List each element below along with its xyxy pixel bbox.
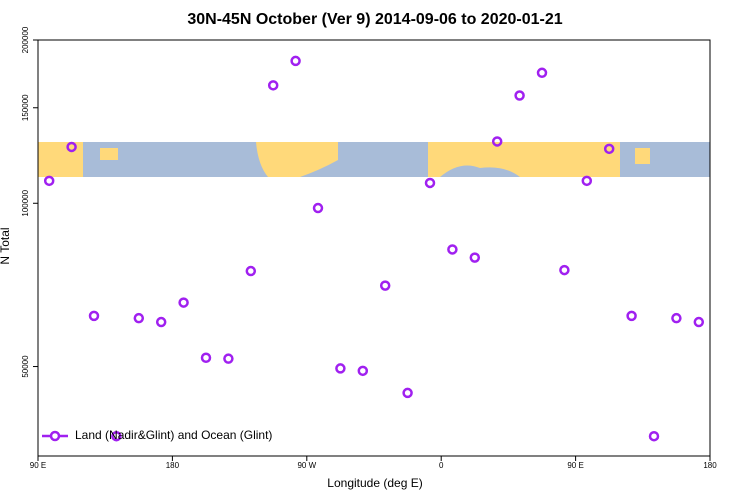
x-tick-label: 180 [166,461,180,470]
point [312,202,324,214]
point [290,55,301,67]
point [671,312,682,324]
point [357,365,369,377]
point [155,316,167,328]
point [335,363,346,374]
point [447,244,458,255]
legend-label: Land (Nadir&Glint) and Ocean (Glint) [75,428,272,442]
world-map-band [38,142,710,177]
point [245,265,257,277]
x-tick-label: 0 [439,461,444,470]
y-tick-label: 50000 [21,355,30,378]
point [402,387,413,399]
x-axis-title: Longitude (deg E) [327,476,422,490]
point [88,310,100,322]
point [469,252,481,263]
y-axis-title: N Total [0,227,12,264]
point [581,175,593,187]
point [536,67,548,79]
point [223,353,234,364]
point [603,143,615,155]
x-tick-label: 180 [703,461,717,470]
y-tick-label: 200000 [21,26,30,53]
point [514,90,525,101]
plot-frame [37,39,711,457]
point [267,80,279,91]
point [693,316,705,328]
point [626,310,637,322]
point [200,352,212,364]
point [178,297,189,308]
point [648,430,660,442]
point [559,264,570,276]
point [379,280,391,291]
legend-marker [49,430,61,442]
point [43,175,55,187]
y-tick-label: 100000 [21,189,30,216]
point [491,136,503,147]
point [66,141,77,153]
x-tick-label: 90 W [297,461,316,470]
point [111,430,122,442]
x-tick-label: 90 E [567,461,583,470]
point [424,177,436,189]
chart-title: 30N-45N October (Ver 9) 2014-09-06 to 20… [187,11,562,28]
y-tick-label: 150000 [21,94,30,121]
point [133,312,145,324]
x-tick-label: 90 E [30,461,46,470]
